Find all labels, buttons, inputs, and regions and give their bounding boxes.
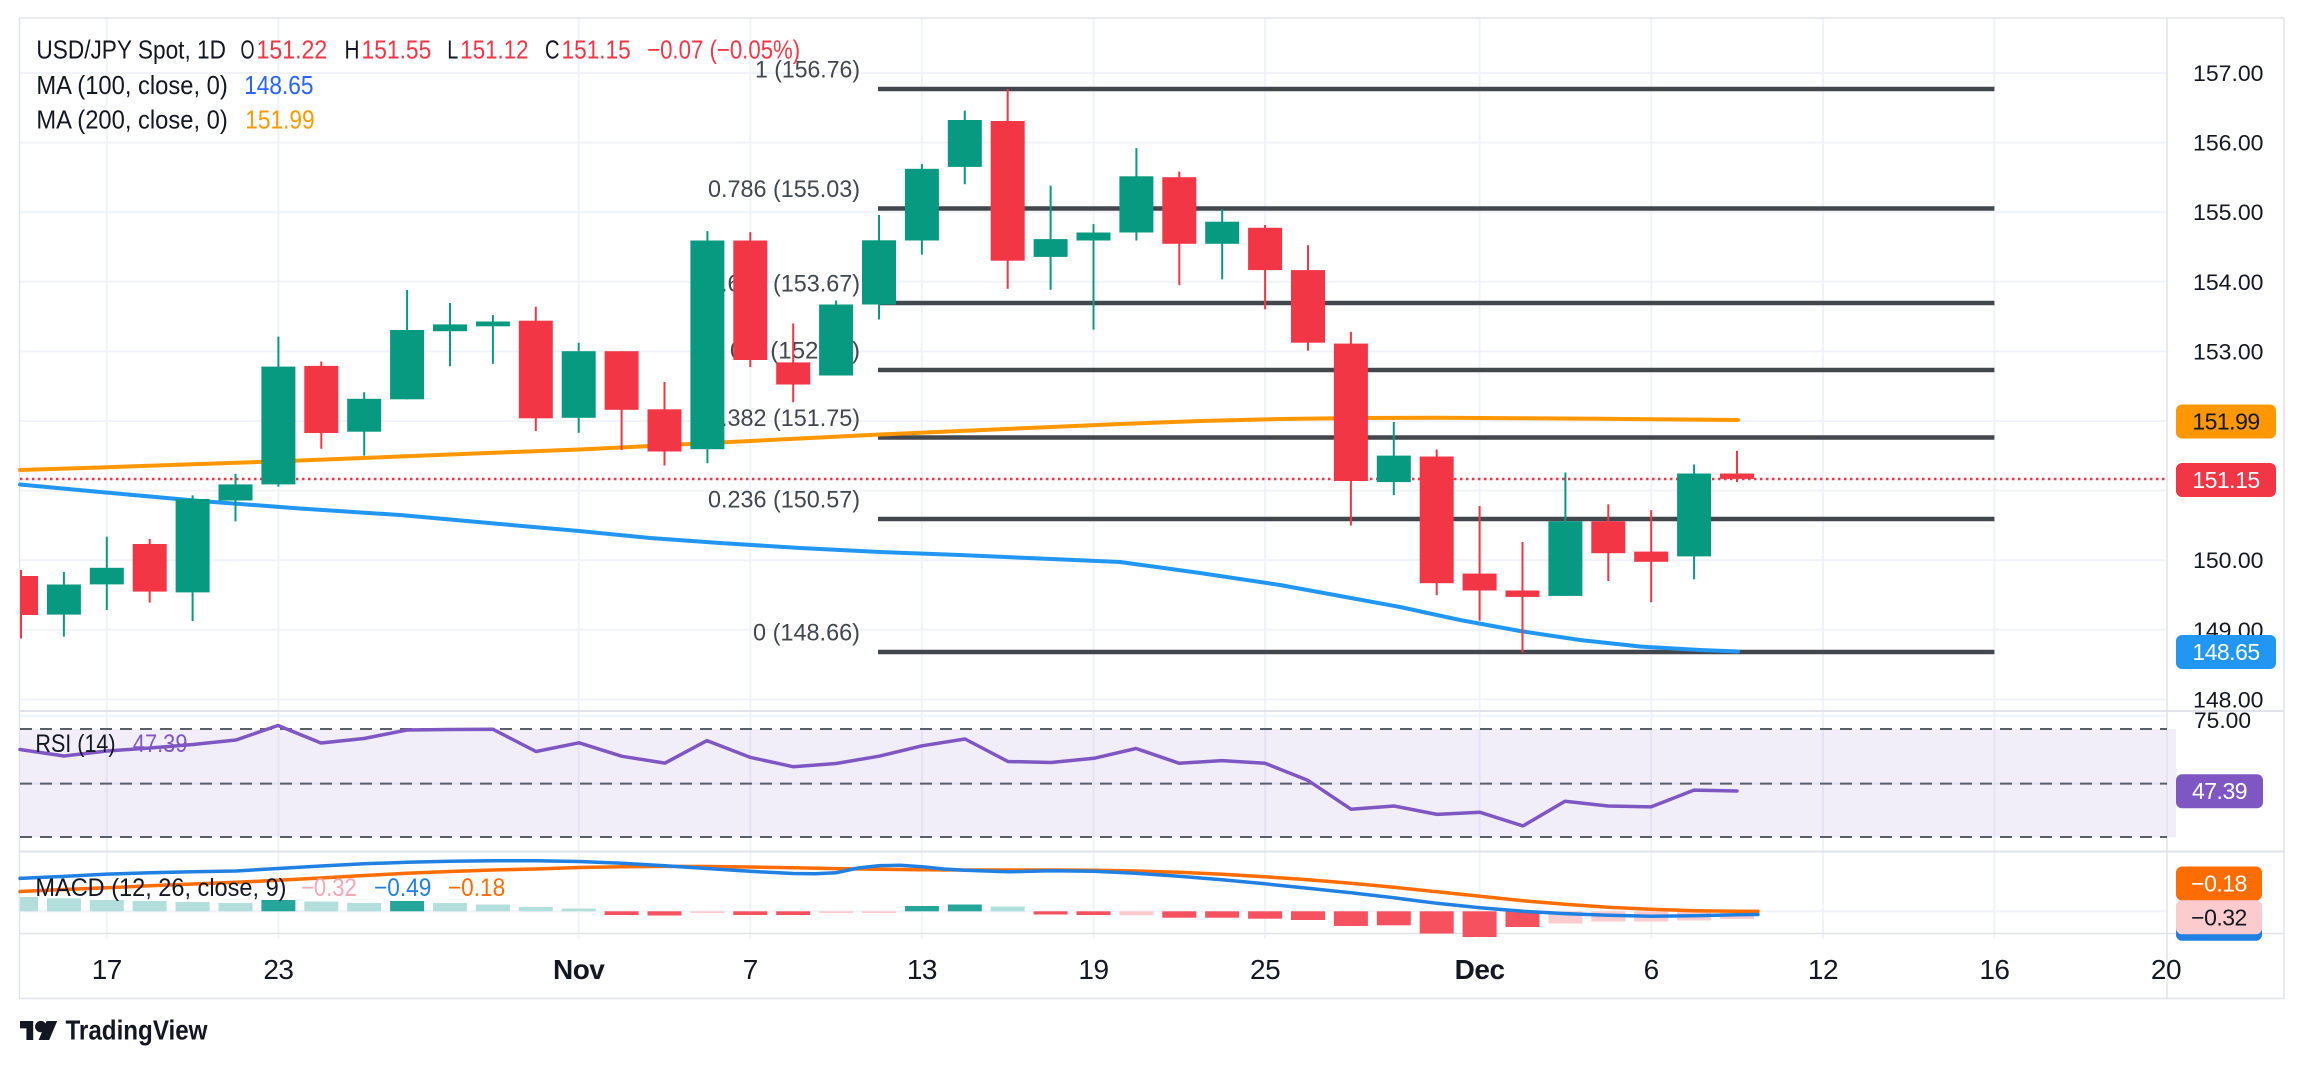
svg-text:151.22: 151.22 [257,35,328,65]
svg-text:13: 13 [907,954,937,985]
svg-text:1 (156.76): 1 (156.76) [755,57,860,84]
svg-text:16: 16 [1979,954,2009,985]
svg-text:151.15: 151.15 [2192,467,2259,493]
svg-text:C: C [545,35,560,65]
svg-text:MA (100, close, 0): MA (100, close, 0) [36,70,227,100]
svg-text:47.39: 47.39 [2192,778,2247,804]
svg-text:7: 7 [743,954,758,985]
svg-text:23: 23 [263,954,293,985]
svg-text:−0.49: −0.49 [374,874,431,902]
svg-text:151.12: 151.12 [460,35,528,65]
svg-text:RSI (14): RSI (14) [35,730,115,758]
svg-text:Nov: Nov [553,954,605,985]
svg-text:151.99: 151.99 [245,105,314,135]
svg-text:148.65: 148.65 [244,70,313,100]
svg-text:148.00: 148.00 [2193,687,2264,712]
svg-text:47.39: 47.39 [133,730,188,758]
svg-text:20: 20 [2151,954,2181,985]
svg-text:155.00: 155.00 [2193,200,2264,225]
svg-text:0.618 (153.67): 0.618 (153.67) [708,271,860,298]
svg-text:150.00: 150.00 [2193,548,2264,573]
svg-text:157.00: 157.00 [2193,61,2264,86]
svg-text:148.65: 148.65 [2192,639,2259,665]
svg-text:−0.18: −0.18 [448,874,505,902]
svg-text:151.55: 151.55 [362,35,432,65]
svg-text:MACD (12, 26, close, 9): MACD (12, 26, close, 9) [35,874,286,902]
svg-text:151.99: 151.99 [2192,409,2259,435]
svg-text:Dec: Dec [1455,954,1505,985]
svg-text:154.00: 154.00 [2193,270,2264,295]
svg-text:17: 17 [92,954,122,985]
svg-text:19: 19 [1078,954,1108,985]
svg-text:0.236 (150.57): 0.236 (150.57) [708,487,860,514]
svg-text:75.00: 75.00 [2194,708,2251,733]
svg-text:12: 12 [1808,954,1838,985]
svg-text:O: O [241,35,255,65]
svg-text:151.15: 151.15 [562,35,631,65]
svg-text:−0.07 (−0.05%): −0.07 (−0.05%) [647,35,800,65]
svg-text:0.786 (155.03): 0.786 (155.03) [708,176,860,203]
svg-text:TradingView: TradingView [66,1015,208,1046]
svg-text:L: L [447,35,458,65]
svg-text:0.382 (151.75): 0.382 (151.75) [708,405,860,432]
svg-text:6: 6 [1644,954,1659,985]
svg-text:0 (148.66): 0 (148.66) [753,620,860,647]
svg-text:−0.32: −0.32 [301,874,357,902]
svg-text:−0.18: −0.18 [2191,871,2247,897]
svg-text:−0.32: −0.32 [2191,904,2247,930]
svg-text:USD/JPY Spot, 1D: USD/JPY Spot, 1D [36,35,226,65]
svg-text:MA (200, close, 0): MA (200, close, 0) [36,105,227,135]
svg-text:153.00: 153.00 [2193,339,2264,364]
svg-text:156.00: 156.00 [2193,131,2264,156]
svg-text:25: 25 [1250,954,1280,985]
svg-text:H: H [345,35,360,65]
